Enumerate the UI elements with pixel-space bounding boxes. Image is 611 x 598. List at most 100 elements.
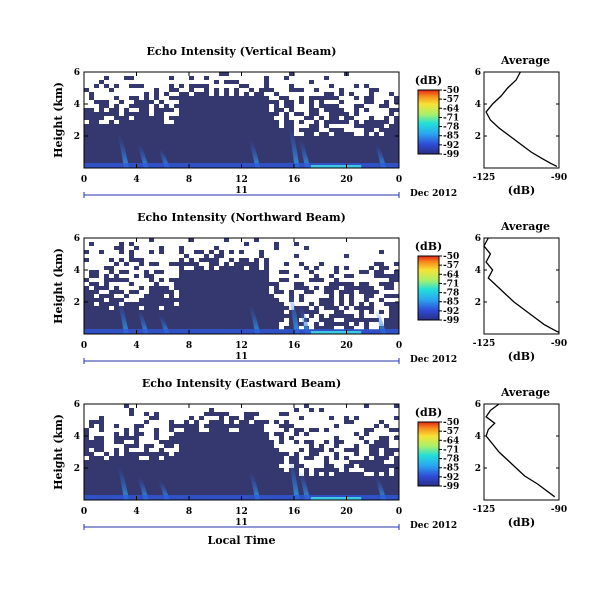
colorbar-tick-label: -78 bbox=[443, 289, 459, 299]
echo-plume bbox=[248, 471, 261, 500]
date-label: Dec 2012 bbox=[410, 521, 457, 531]
colorbar-tick-label: -92 bbox=[443, 473, 459, 483]
date-label: Dec 2012 bbox=[410, 189, 457, 199]
x-tick-label: 4 bbox=[133, 341, 139, 351]
colorbar-tick-label: -99 bbox=[443, 316, 459, 326]
y-tick-label: 6 bbox=[74, 400, 80, 410]
date-label: Dec 2012 bbox=[410, 355, 457, 365]
profile-frame bbox=[483, 237, 560, 335]
profile-y-tick-label: 2 bbox=[475, 298, 481, 308]
day-label: 11 bbox=[235, 186, 248, 196]
echo-plume bbox=[287, 290, 300, 334]
colorbar-tick-label: -71 bbox=[443, 279, 459, 289]
colorbar-label: (dB) bbox=[415, 74, 442, 87]
colorbar-tick-label: -71 bbox=[443, 113, 459, 123]
surface-echo-strong bbox=[310, 331, 362, 334]
colorbar-tick-label: -92 bbox=[443, 307, 459, 317]
day-label: 11 bbox=[235, 518, 248, 528]
echo-plume bbox=[298, 139, 311, 168]
colorbar-tick-label: -50 bbox=[443, 418, 459, 428]
x-tick-label: 0 bbox=[396, 175, 402, 185]
missing-data-cells bbox=[84, 72, 399, 136]
y-tick-label: 4 bbox=[74, 100, 80, 110]
x-tick-label: 0 bbox=[81, 341, 87, 351]
y-tick-label: 4 bbox=[74, 432, 80, 442]
echo-plume bbox=[374, 310, 387, 334]
y-axis-label: Height (km) bbox=[52, 82, 65, 158]
x-tick-label: 16 bbox=[288, 507, 301, 517]
colorbar-tick-label: -64 bbox=[443, 436, 459, 446]
colorbar-tick-label: -57 bbox=[443, 261, 459, 271]
profile-x-tick-label: -90 bbox=[551, 339, 567, 349]
x-tick-label: 4 bbox=[133, 507, 139, 517]
y-tick-label: 6 bbox=[74, 68, 80, 78]
colorbar-tick-label: -92 bbox=[443, 141, 459, 151]
colorbar-tick-label: -85 bbox=[443, 132, 459, 142]
x-tick-label: 0 bbox=[81, 175, 87, 185]
profile-y-tick-label: 4 bbox=[475, 266, 481, 276]
colorbar-tick-label: -50 bbox=[443, 252, 459, 262]
y-tick-label: 2 bbox=[74, 132, 80, 142]
profile-x-axis-label: (dB) bbox=[508, 184, 535, 197]
colorbar-tick-label: -64 bbox=[443, 104, 459, 114]
profile-y-tick-label: 2 bbox=[475, 132, 481, 142]
profile-x-tick-label: -90 bbox=[551, 173, 567, 183]
panel-3: Echo Intensity (Eastward Beam) 6 4 2 Height … bbox=[52, 377, 567, 547]
colorbar-tick-label: -64 bbox=[443, 270, 459, 280]
profile-y-tick-label: 6 bbox=[475, 68, 481, 78]
echo-plume bbox=[298, 305, 311, 334]
profile-x-tick-label: -125 bbox=[473, 339, 496, 349]
colorbar-tick-label: -71 bbox=[443, 445, 459, 455]
echo-plume bbox=[374, 144, 387, 168]
profile-x-tick-label: -90 bbox=[551, 505, 567, 515]
echo-plume bbox=[117, 466, 129, 500]
surface-echo-strong bbox=[310, 165, 362, 168]
profile-y-tick-label: 6 bbox=[475, 400, 481, 410]
echo-plume bbox=[287, 456, 300, 500]
y-axis-label: Height (km) bbox=[52, 414, 65, 490]
profile-line bbox=[485, 71, 558, 167]
profile-x-tick-label: -125 bbox=[473, 173, 496, 183]
profile-frame bbox=[483, 403, 560, 501]
x-tick-label: 20 bbox=[340, 341, 353, 351]
profile-x-tick-label: -125 bbox=[473, 505, 496, 515]
colorbar-tick-label: -50 bbox=[443, 86, 459, 96]
colorbar-tick-label: -99 bbox=[443, 150, 459, 160]
chart-title: Echo Intensity (Eastward Beam) bbox=[142, 377, 341, 390]
colorbar-tick-label: -78 bbox=[443, 455, 459, 465]
echo-plume bbox=[117, 134, 129, 168]
panel-2: Echo Intensity (Northward Beam) 6 4 2 Height… bbox=[52, 211, 567, 365]
x-tick-label: 0 bbox=[396, 341, 402, 351]
colorbar bbox=[417, 255, 440, 321]
profile-y-tick-label: 2 bbox=[475, 464, 481, 474]
y-tick-label: 6 bbox=[74, 234, 80, 244]
profile-frame bbox=[483, 71, 560, 169]
x-tick-label: 8 bbox=[186, 341, 192, 351]
echo-plume bbox=[117, 300, 129, 334]
profile-y-tick-label: 6 bbox=[475, 234, 481, 244]
echo-plume bbox=[287, 124, 300, 168]
x-tick-label: 0 bbox=[81, 507, 87, 517]
profile-line bbox=[485, 403, 556, 498]
colorbar-label: (dB) bbox=[415, 406, 442, 419]
colorbar-tick-label: -57 bbox=[443, 95, 459, 105]
y-tick-label: 4 bbox=[74, 266, 80, 276]
chart-title: Echo Intensity (Vertical Beam) bbox=[146, 45, 336, 58]
echo-plume bbox=[374, 476, 387, 500]
colorbar-label: (dB) bbox=[415, 240, 442, 253]
x-tick-label: 8 bbox=[186, 507, 192, 517]
x-tick-label: 20 bbox=[340, 175, 353, 185]
x-tick-label: 0 bbox=[396, 507, 402, 517]
panel-1: Echo Intensity (Vertical Beam) 6 4 2 Height … bbox=[52, 45, 567, 199]
x-axis-label: Local Time bbox=[208, 534, 276, 547]
echo-plume bbox=[298, 471, 311, 500]
x-tick-label: 20 bbox=[340, 507, 353, 517]
x-tick-label: 12 bbox=[235, 175, 248, 185]
y-tick-label: 2 bbox=[74, 298, 80, 308]
profile-title: Average bbox=[500, 54, 550, 67]
colorbar-tick-label: -85 bbox=[443, 298, 459, 308]
x-tick-label: 16 bbox=[288, 341, 301, 351]
colorbar bbox=[417, 89, 440, 155]
profile-title: Average bbox=[500, 220, 550, 233]
